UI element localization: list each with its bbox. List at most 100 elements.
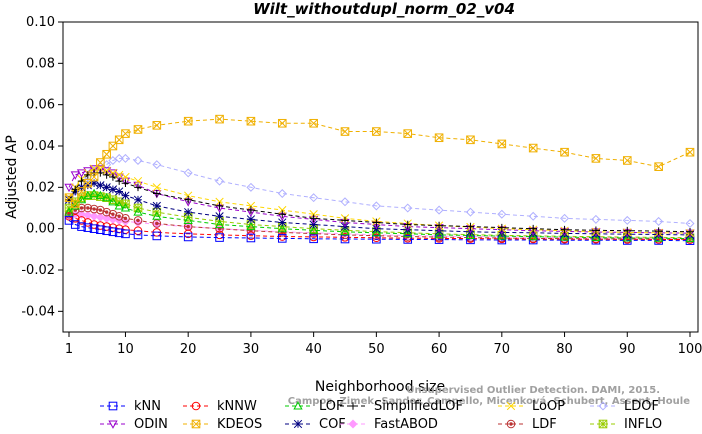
data-point-kdeos [309, 118, 318, 128]
data-point-odin [76, 169, 87, 178]
data-point-lof [152, 211, 162, 220]
data-point-cof [133, 195, 143, 204]
data-point-kdeos [560, 147, 569, 157]
x-tick-label: 100 [678, 342, 702, 357]
x-tick-label: 20 [180, 342, 197, 357]
data-point-cof [184, 207, 193, 217]
data-point-kdeos [528, 143, 538, 153]
x-tick-label: 10 [117, 342, 134, 357]
data-point-ldof [560, 213, 570, 223]
data-point-ldof [403, 203, 413, 213]
data-point-simplifiedlof [560, 225, 569, 234]
x-tick-label: 90 [619, 342, 636, 357]
data-point-kdeos [152, 121, 162, 130]
data-point-simplifiedlof [109, 173, 117, 181]
data-point-ldof [654, 216, 664, 226]
x-tick-label: 70 [494, 342, 511, 357]
data-point-knn [183, 232, 193, 242]
data-point-simplifiedlof [215, 202, 224, 210]
legend-label: LoOP [532, 399, 565, 414]
plot-area [62, 21, 699, 333]
data-point-kdeos [121, 129, 130, 138]
watermark-line-1: Unsupervised Outlier Detection. DAMI, 20… [406, 385, 660, 396]
series-layer [64, 114, 695, 245]
data-point-lof [114, 201, 124, 210]
data-point-ldof [340, 197, 350, 207]
data-point-fastabod [83, 210, 93, 220]
data-point-cof [108, 185, 118, 194]
data-point-simplifiedlof [247, 206, 255, 214]
legend-marker-odin [108, 420, 118, 429]
legend-item-knn: kNN [100, 399, 161, 414]
data-point-lof [497, 231, 507, 240]
legend-label: LOF [319, 399, 344, 414]
data-point-loop [309, 210, 318, 219]
legend-label: COF [319, 417, 346, 432]
x-axis-label: Neighborhood size [315, 379, 445, 395]
data-point-lof [95, 190, 106, 200]
data-point-ldf [83, 203, 93, 213]
data-point-loop [215, 197, 224, 206]
data-point-cof [102, 183, 111, 192]
legend-marker-loop [506, 401, 516, 411]
data-point-cof [309, 220, 318, 229]
data-point-kdeos [102, 149, 111, 159]
data-point-lof [83, 190, 93, 200]
data-point-lof [101, 192, 112, 202]
x-tick-label: 1 [65, 342, 73, 357]
data-point-simplifiedlof [309, 214, 318, 223]
legend-item-ldof: LDOF [590, 399, 659, 414]
data-point-cof [152, 201, 161, 211]
data-point-fastabod [89, 211, 99, 221]
data-point-knn [102, 226, 111, 236]
data-point-kdeos [89, 172, 99, 182]
data-point-simplifiedlof [115, 177, 123, 185]
data-point-cof [246, 215, 256, 224]
data-point-ldof [497, 209, 507, 219]
data-point-kdeos [434, 133, 444, 143]
data-point-knn [70, 220, 80, 229]
data-point-kdeos [246, 116, 256, 126]
legend-label: LDF [532, 417, 557, 432]
legend-marker-fastabod [348, 419, 358, 429]
data-point-knn [403, 235, 413, 244]
data-point-loop [278, 205, 287, 215]
legend-item-odin: ODIN [100, 417, 168, 432]
data-point-kdeos [372, 127, 381, 136]
data-point-kdeos [70, 199, 80, 209]
data-point-ldof [114, 153, 124, 163]
legend: kNN kNNW LOF SimplifiedLOF LoOP LDOF ODIN KDEOS… [100, 399, 662, 432]
legend-item-knnw: kNNW [183, 399, 257, 414]
data-point-cof [121, 191, 130, 200]
legend-label: FastABOD [374, 417, 438, 432]
data-point-knn [89, 224, 99, 233]
data-point-kdeos [77, 187, 86, 196]
data-point-cof [89, 179, 99, 188]
legend-item-lof: LOF [285, 399, 344, 414]
data-point-ldof [215, 176, 225, 186]
data-point-ldf [102, 207, 111, 217]
data-point-loop [152, 183, 161, 192]
data-point-cof [215, 212, 224, 221]
data-point-ldf [89, 204, 99, 214]
data-point-cof [115, 187, 124, 196]
data-point-kdeos [497, 139, 507, 149]
data-point-lof [214, 219, 225, 229]
data-point-lof [340, 226, 350, 236]
data-point-simplifiedlof [102, 171, 111, 179]
data-point-cof [83, 181, 92, 190]
data-point-cof [96, 181, 105, 190]
data-point-ldof [246, 182, 256, 192]
data-point-lof [559, 232, 570, 241]
data-point-ldof [152, 160, 162, 170]
data-point-kdeos [215, 114, 224, 124]
legend-label: KDEOS [217, 417, 262, 432]
x-tick-label: 30 [243, 342, 260, 357]
legend-marker-knnw [191, 401, 201, 411]
data-point-cof [278, 218, 287, 227]
series-kdeos [64, 114, 695, 209]
data-point-knn [114, 228, 124, 238]
legend-item-kdeos: KDEOS [183, 417, 262, 432]
data-point-odin [64, 183, 74, 193]
